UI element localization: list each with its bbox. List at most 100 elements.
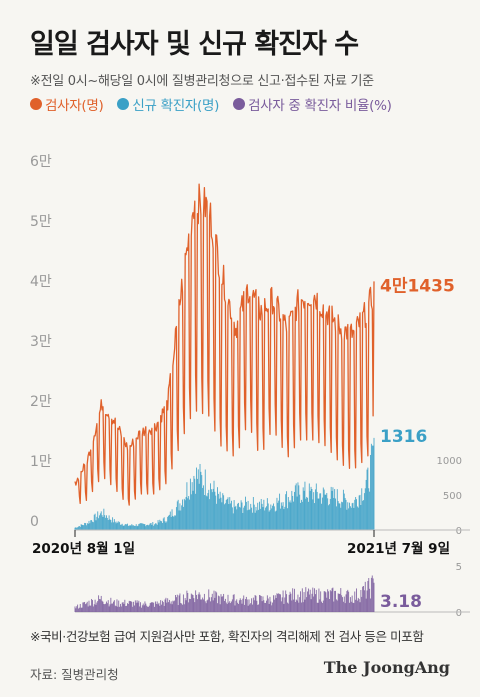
case-bar [281,505,283,530]
case-bar [361,488,363,530]
case-bar [286,491,288,530]
ratio-bar [297,594,299,612]
case-bar [214,491,216,530]
ratio-bar [184,598,186,612]
case-bar [227,497,229,530]
case-bar [285,494,287,530]
case-bar [141,523,143,530]
ratio-bar [147,606,149,612]
case-bar [191,482,193,530]
case-bar [151,524,153,530]
case-bar [80,524,82,530]
ratio-bar [307,588,309,612]
case-bar [353,507,355,530]
case-bar [188,496,190,530]
ratio-bar [271,605,273,612]
ratio-bar [328,598,330,612]
case-bar [124,524,126,530]
case-bar [213,480,215,530]
case-bar [274,511,276,530]
ratio-bar [209,597,211,612]
ratio-bar [242,598,244,612]
ratio-tick-label: 5 [456,562,462,573]
ratio-bar [158,602,160,612]
ratio-bar [113,601,114,612]
case-bar [183,498,185,530]
case-bar [238,502,239,530]
ratio-bar [312,587,314,612]
case-bar [160,520,162,530]
case-bar [370,454,371,530]
ratio-bar [198,592,200,612]
x-tick-label-start: 2020년 8월 1일 [32,540,135,557]
ratio-bar [276,593,278,612]
ratio-bar [140,602,142,612]
case-bar [134,525,136,530]
case-bar [174,515,176,530]
legend-label: 검사자 중 확진자 비율(%) [248,98,392,114]
case-bar [217,487,218,530]
ratio-bar [344,603,346,612]
case-bar [205,495,207,530]
case-bar [196,478,198,530]
ratio-bar [203,593,205,612]
case-bar [252,497,254,530]
case-bar [178,510,180,530]
case-bar [91,520,93,530]
case-bar [210,483,211,530]
ratio-bar [162,602,164,612]
case-bar [162,518,164,530]
ratio-bar [89,605,91,612]
ratio-bar [256,600,258,612]
ratio-bar [247,605,249,612]
ratio-bar [182,594,184,612]
ratio-bar [229,601,231,612]
case-bar [204,469,206,530]
ratio-bar [355,599,357,612]
case-bar [129,525,131,530]
case-bar [269,510,271,530]
case-bar [277,502,279,530]
case-bar [345,499,347,530]
case-bar [103,508,105,530]
ratio-bar [354,591,356,612]
ratio-bar [306,597,308,612]
case-bar [335,506,337,530]
ratio-bar [76,606,78,612]
case-bar [86,523,88,530]
case-bar [267,503,269,530]
case-bar [190,494,192,530]
ratio-bar [299,597,301,612]
ratio-bar [219,604,221,612]
ratio-bar [304,599,306,612]
ratio-bar [347,589,349,612]
ratio-bar [314,594,316,612]
ratio-bar [200,599,202,612]
ratio-bar [307,591,309,612]
case-bar [268,511,270,530]
case-bar [260,498,262,530]
case-bar [349,506,351,530]
case-bar [286,508,288,530]
ratio-bar [191,594,193,612]
ratio-bar [231,599,233,612]
ratio-bar [356,600,358,612]
ratio-bar [243,595,245,612]
case-bar [318,498,320,530]
case-bar [165,522,167,530]
ratio-bar [316,602,318,612]
ratio-bar [368,578,370,612]
ratio-bar [186,590,188,612]
case-bar [163,517,165,530]
ratio-bar [110,597,112,612]
case-bar [123,525,125,530]
case-bar [184,500,186,530]
ratio-bar [169,603,171,612]
ratio-bar [251,598,253,612]
ratio-bar [217,603,218,612]
ratio-bar [351,595,353,612]
case-bar [331,490,333,530]
ratio-bar [150,602,152,612]
case-bar [133,525,135,530]
case-bar [140,523,142,530]
